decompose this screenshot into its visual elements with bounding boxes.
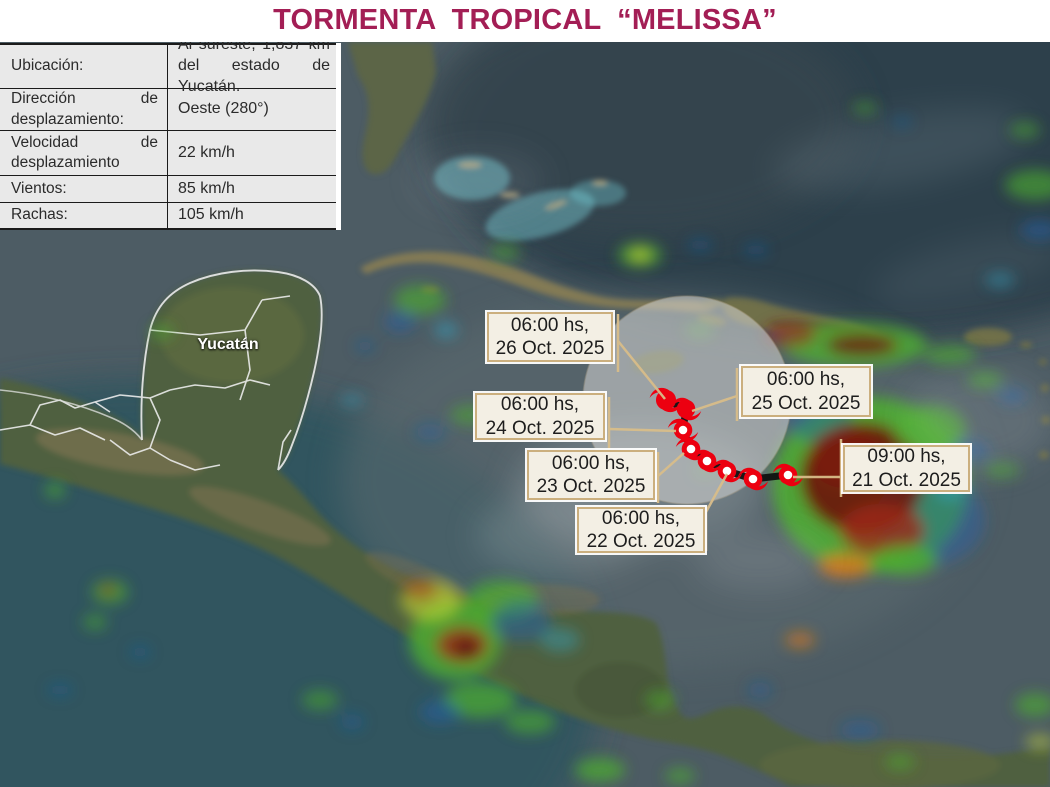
row-value: Oeste (280°) <box>178 100 269 118</box>
row-label: Velocidad de desplazamiento <box>0 131 168 175</box>
callout-time: 06:00 hs, <box>500 394 580 416</box>
callout-21-oct: 09:00 hs, 21 Oct. 2025 <box>843 445 970 492</box>
row-value: 22 km/h <box>178 143 235 161</box>
callout-date: 24 Oct. 2025 <box>485 417 595 439</box>
row-value: Al sureste, 1,837 km del estado de Yucat… <box>178 36 330 95</box>
table-row: Dirección de desplazamiento: Oeste (280°… <box>0 89 336 131</box>
row-label: Rachas: <box>0 203 168 228</box>
callout-time: 06:00 hs, <box>766 369 846 391</box>
row-label: Dirección de desplazamiento: <box>0 89 168 130</box>
row-label: Ubicación: <box>0 45 168 88</box>
callout-time: 09:00 hs, <box>867 446 946 468</box>
callout-23-oct: 06:00 hs, 23 Oct. 2025 <box>527 450 655 500</box>
callout-25-oct: 06:00 hs, 25 Oct. 2025 <box>741 366 871 417</box>
page-title: TORMENTA TROPICAL “MELISSA” <box>273 4 777 36</box>
row-value: 85 km/h <box>178 179 235 197</box>
callout-date: 22 Oct. 2025 <box>586 531 696 552</box>
callout-24-oct: 06:00 hs, 24 Oct. 2025 <box>475 393 605 440</box>
callout-date: 21 Oct. 2025 <box>852 469 961 491</box>
storm-info-table: Ubicación: Al sureste, 1,837 km del esta… <box>0 36 336 230</box>
callout-time: 06:00 hs, <box>601 507 681 529</box>
map-borders <box>0 269 323 471</box>
callout-time: 06:00 hs, <box>551 452 631 474</box>
callout-leader-lines <box>607 314 843 551</box>
map-radar-echoes <box>45 102 1050 784</box>
callout-date: 26 Oct. 2025 <box>495 338 605 359</box>
callout-26-oct: 06:00 hs, 26 Oct. 2025 <box>487 312 613 362</box>
row-value: 105 km/h <box>178 206 244 224</box>
table-row: Vientos: 85 km/h <box>0 176 336 203</box>
callout-date: 25 Oct. 2025 <box>751 392 861 414</box>
callout-22-oct: 06:00 hs, 22 Oct. 2025 <box>577 507 705 553</box>
callout-time: 06:00 hs, <box>510 314 590 336</box>
map-label-yucatan: Yucatán <box>197 336 259 353</box>
title-band: TORMENTA TROPICAL “MELISSA” <box>0 0 1050 42</box>
table-row: Rachas: 105 km/h <box>0 203 336 228</box>
table-row: Ubicación: Al sureste, 1,837 km del esta… <box>0 36 336 95</box>
table-row: Velocidad de desplazamiento 22 km/h <box>0 131 336 176</box>
row-label: Vientos: <box>0 176 168 202</box>
callout-date: 23 Oct. 2025 <box>536 476 646 497</box>
